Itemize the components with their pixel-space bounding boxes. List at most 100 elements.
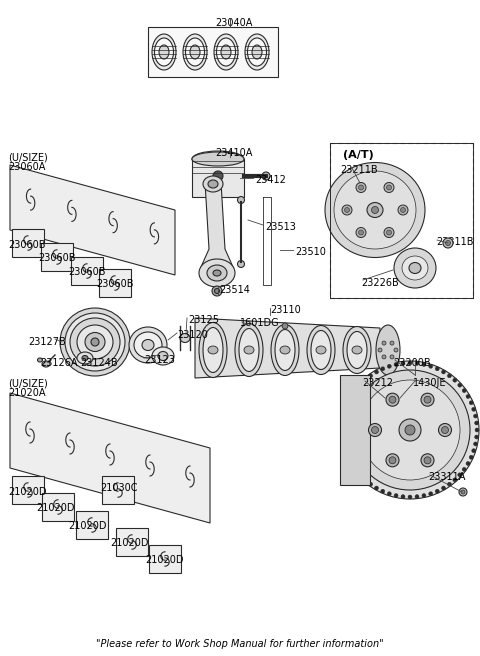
Ellipse shape (394, 248, 436, 288)
Ellipse shape (369, 374, 372, 378)
Text: 23311B: 23311B (436, 237, 473, 247)
Ellipse shape (208, 346, 218, 354)
Polygon shape (195, 318, 380, 378)
Ellipse shape (282, 323, 288, 329)
Ellipse shape (401, 361, 405, 365)
Bar (99, 269, 131, 297)
Ellipse shape (369, 424, 382, 436)
Ellipse shape (401, 495, 405, 499)
Ellipse shape (354, 467, 358, 472)
Ellipse shape (442, 426, 448, 434)
Text: (A/T): (A/T) (343, 150, 374, 160)
Ellipse shape (347, 331, 367, 369)
Ellipse shape (252, 45, 262, 59)
Ellipse shape (445, 241, 451, 245)
Ellipse shape (91, 338, 99, 346)
Ellipse shape (374, 486, 379, 490)
Ellipse shape (350, 370, 470, 490)
Ellipse shape (37, 358, 43, 362)
Ellipse shape (390, 355, 394, 359)
Ellipse shape (343, 327, 371, 373)
Ellipse shape (271, 325, 299, 375)
Ellipse shape (466, 394, 470, 398)
Ellipse shape (447, 374, 451, 378)
Ellipse shape (359, 185, 363, 190)
Bar (116, 528, 148, 556)
Text: 23060B: 23060B (8, 240, 46, 250)
Text: 23200B: 23200B (393, 358, 431, 368)
Text: 21020D: 21020D (110, 538, 148, 548)
Ellipse shape (462, 467, 466, 472)
Ellipse shape (142, 340, 154, 350)
Ellipse shape (372, 207, 379, 213)
Ellipse shape (424, 457, 431, 464)
Ellipse shape (387, 492, 391, 496)
Ellipse shape (358, 473, 362, 477)
Ellipse shape (350, 462, 354, 466)
Ellipse shape (185, 38, 204, 66)
Ellipse shape (472, 449, 476, 453)
Text: 23211B: 23211B (340, 165, 378, 175)
Ellipse shape (378, 348, 382, 352)
Ellipse shape (453, 478, 457, 482)
Ellipse shape (215, 289, 219, 293)
Ellipse shape (415, 361, 419, 365)
Bar (148, 27, 278, 77)
Ellipse shape (238, 197, 244, 203)
Ellipse shape (474, 442, 478, 446)
Ellipse shape (408, 495, 412, 499)
Ellipse shape (359, 230, 363, 235)
Ellipse shape (442, 370, 445, 374)
Ellipse shape (462, 388, 466, 393)
Ellipse shape (214, 34, 238, 70)
Ellipse shape (408, 361, 412, 365)
Ellipse shape (439, 424, 452, 436)
Ellipse shape (390, 341, 394, 345)
Ellipse shape (159, 45, 169, 59)
Ellipse shape (245, 34, 269, 70)
Text: 23110: 23110 (270, 305, 301, 315)
Ellipse shape (342, 414, 347, 418)
Ellipse shape (382, 355, 386, 359)
Ellipse shape (334, 171, 416, 249)
Ellipse shape (347, 401, 351, 405)
Ellipse shape (192, 152, 244, 166)
Ellipse shape (212, 286, 222, 296)
Ellipse shape (192, 151, 244, 167)
Ellipse shape (381, 489, 385, 493)
Ellipse shape (469, 455, 473, 459)
Text: 23127B: 23127B (28, 337, 66, 347)
Ellipse shape (381, 367, 385, 371)
Ellipse shape (345, 207, 349, 213)
Ellipse shape (475, 421, 479, 425)
Ellipse shape (394, 348, 398, 352)
Ellipse shape (341, 421, 346, 425)
Ellipse shape (77, 325, 113, 359)
Ellipse shape (344, 407, 348, 411)
Ellipse shape (344, 449, 348, 453)
Ellipse shape (422, 363, 426, 367)
Ellipse shape (158, 352, 168, 361)
Ellipse shape (183, 34, 207, 70)
Bar (149, 545, 181, 573)
Ellipse shape (82, 356, 88, 361)
Ellipse shape (429, 364, 432, 368)
Ellipse shape (190, 45, 200, 59)
Ellipse shape (469, 401, 473, 405)
Ellipse shape (458, 383, 462, 387)
Ellipse shape (213, 270, 221, 276)
Bar (41, 243, 73, 271)
Ellipse shape (461, 490, 465, 494)
Bar (192, 159, 244, 197)
Ellipse shape (307, 325, 335, 375)
Ellipse shape (389, 457, 396, 464)
Ellipse shape (352, 346, 362, 354)
Ellipse shape (221, 45, 231, 59)
Text: (U/SIZE): (U/SIZE) (8, 378, 48, 388)
Ellipse shape (386, 185, 392, 190)
Text: "Please refer to Work Shop Manual for further information": "Please refer to Work Shop Manual for fu… (96, 639, 384, 649)
Bar (42, 493, 74, 521)
Ellipse shape (65, 313, 125, 371)
Ellipse shape (422, 493, 426, 497)
Ellipse shape (409, 262, 421, 274)
